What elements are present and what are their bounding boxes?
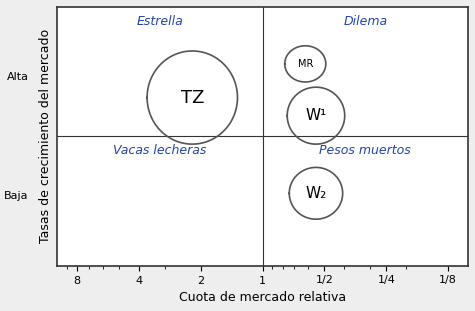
- Text: Estrella: Estrella: [136, 15, 183, 28]
- Text: Pesos muertos: Pesos muertos: [320, 144, 411, 157]
- X-axis label: Cuota de mercado relativa: Cuota de mercado relativa: [179, 291, 346, 304]
- Text: W¹: W¹: [305, 108, 327, 123]
- Text: MR: MR: [298, 59, 313, 69]
- Text: Vacas lecheras: Vacas lecheras: [113, 144, 207, 157]
- Text: Baja: Baja: [4, 191, 28, 201]
- Text: W₂: W₂: [305, 186, 327, 201]
- Text: Alta: Alta: [7, 72, 28, 82]
- Text: TZ: TZ: [180, 89, 204, 107]
- Y-axis label: Tasas de crecimiento del mercado: Tasas de crecimiento del mercado: [38, 29, 52, 244]
- Text: Dilema: Dilema: [343, 15, 388, 28]
